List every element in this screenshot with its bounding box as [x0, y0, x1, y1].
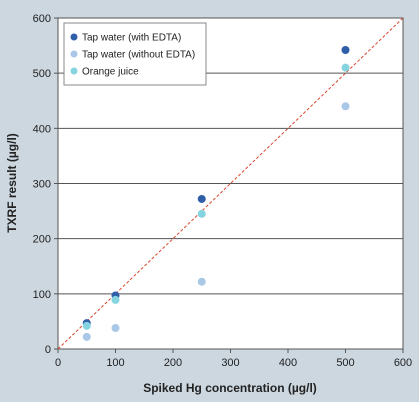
- x-axis: 0 100 200 300 400 500 600: [55, 349, 412, 369]
- x-tick-label: 600: [394, 357, 412, 369]
- y-tick-label: 0: [45, 344, 51, 356]
- legend-box: [63, 22, 207, 86]
- x-tick-label: 100: [106, 357, 124, 369]
- data-point: [111, 295, 120, 304]
- data-points: [82, 45, 350, 341]
- data-point: [197, 194, 206, 203]
- data-point: [82, 332, 91, 341]
- data-point: [197, 209, 206, 218]
- data-point: [341, 63, 350, 72]
- x-tick-label: 0: [55, 357, 61, 369]
- x-tick-label: 200: [164, 357, 182, 369]
- legend-label: Orange juice: [82, 67, 139, 78]
- x-tick-label: 500: [336, 357, 354, 369]
- x-tick-label: 300: [221, 357, 239, 369]
- legend-marker: [70, 50, 78, 58]
- data-point: [197, 277, 206, 286]
- x-axis-title: Spiked Hg concentration (µg/l): [143, 381, 317, 395]
- legend: Tap water (with EDTA) Tap water (without …: [63, 22, 207, 86]
- legend-marker: [70, 67, 78, 75]
- data-point: [111, 324, 120, 333]
- y-axis-title: TXRF result (µg/l): [5, 133, 19, 233]
- legend-label: Tap water (with EDTA): [82, 33, 181, 44]
- data-point: [82, 321, 91, 330]
- y-tick-label: 600: [33, 13, 51, 25]
- x-tick-label: 400: [279, 357, 297, 369]
- legend-label: Tap water (without EDTA): [82, 50, 195, 61]
- y-tick-label: 200: [33, 234, 51, 246]
- y-tick-label: 100: [33, 289, 51, 301]
- y-tick-label: 300: [33, 179, 51, 191]
- data-point: [341, 102, 350, 111]
- data-point: [341, 45, 350, 54]
- y-tick-label: 500: [33, 68, 51, 80]
- y-tick-label: 400: [33, 123, 51, 135]
- legend-marker: [70, 33, 78, 41]
- y-axis: 0 100 200 300 400 500 600: [33, 13, 58, 356]
